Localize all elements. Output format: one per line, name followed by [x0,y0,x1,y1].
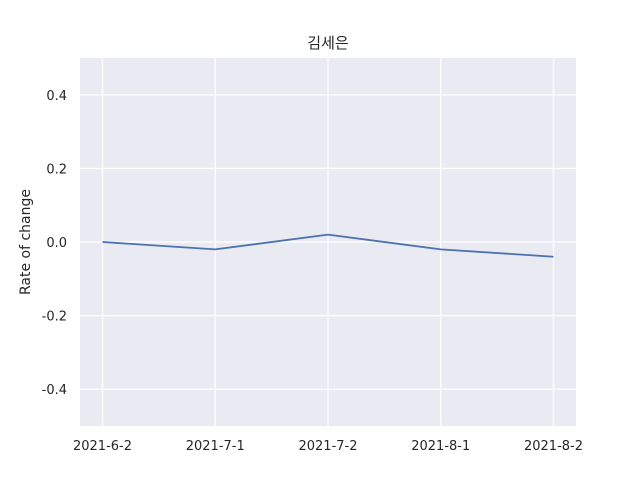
x-tick-label: 2021-8-1 [411,439,470,454]
x-tick-label: 2021-8-2 [524,439,583,454]
y-tick-label: 0.2 [46,162,67,177]
grid-lines [80,58,576,426]
chart-title: 김세은 [307,34,348,52]
y-axis-label: Rate of change [18,189,34,295]
x-tick-label: 2021-7-2 [298,439,357,454]
x-axis-ticks: 2021-6-2 2021-7-1 2021-7-2 2021-8-1 2021-8-2 [73,439,583,454]
y-tick-label: -0.2 [42,310,67,325]
x-tick-label: 2021-6-2 [73,439,132,454]
y-axis-ticks: -0.4 -0.2 0.0 0.2 0.4 [42,89,67,398]
y-tick-label: -0.4 [42,383,67,398]
y-tick-label: 0.0 [46,236,67,251]
series-group [102,233,554,258]
x-tick-label: 2021-7-1 [186,439,245,454]
y-tick-label: 0.4 [46,89,67,104]
